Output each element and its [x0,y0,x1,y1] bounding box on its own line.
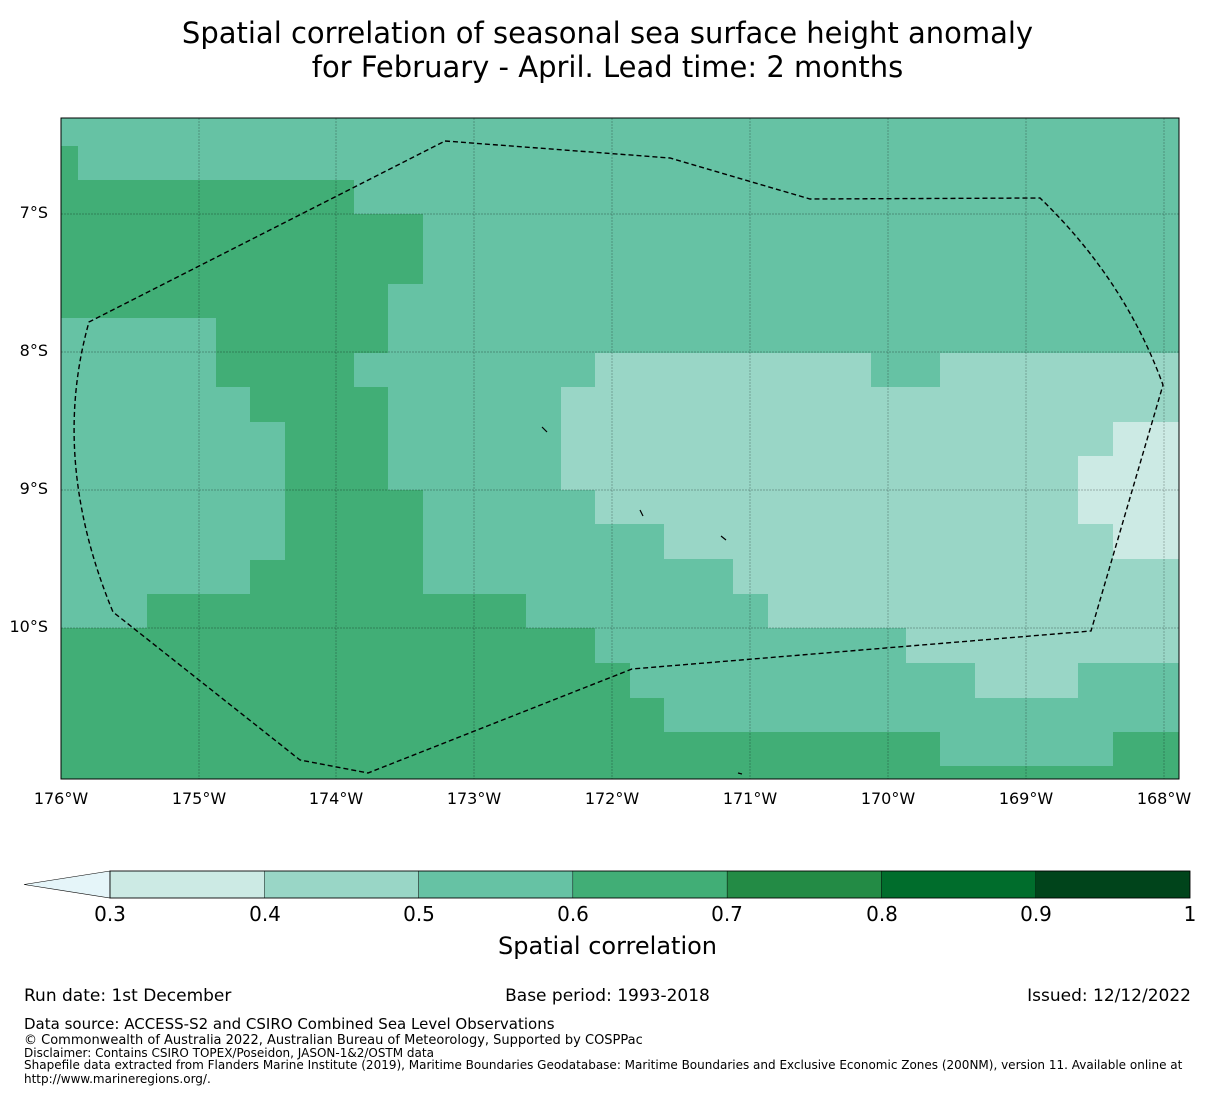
grid-cell-2 [61,214,423,284]
lon-label-171w: 171°W [722,789,778,808]
lon-label-176w: 176°W [33,789,89,808]
grid-cell-14 [664,732,940,779]
grid-cell-4 [216,318,388,353]
islands [541,426,743,775]
grid-cell-3 [61,284,388,318]
colorbar-tick-0.7: 0.7 [711,902,743,926]
map-title-line-1: Spatial correlation of seasonal sea surf… [181,16,1034,50]
colorbar-segment-5 [881,870,1036,899]
grid-cell-25 [768,559,1179,628]
colorbar-tick-0.6: 0.6 [557,902,589,926]
lon-label-168w: 168°W [1136,789,1192,808]
grid-cell-12 [595,663,630,779]
island-swains [737,772,743,775]
graticule [61,118,1179,779]
lat-label-7s: 7°S [19,203,48,222]
colorbar-extend-arrow [23,870,111,899]
grid-cell-19 [561,387,1113,490]
grid-cell-16 [1113,732,1179,779]
eez-boundary [73,140,1164,774]
map-frame [60,117,1180,780]
shapefile-url: http://www.marineregions.org/. [24,1072,211,1086]
grid-cell-5 [216,353,354,387]
colorbar-tick-0.4: 0.4 [249,902,281,926]
correlation-grid [61,118,1179,779]
colorbar-segment-1 [264,870,419,899]
grid-cell-22 [595,490,1078,524]
grid-cell-29 [1078,456,1113,524]
grid-cell-24 [733,559,768,594]
colorbar-tick-0.8: 0.8 [866,902,898,926]
grid-cell-15 [940,766,1113,779]
lat-label-9s: 9°S [19,479,48,498]
base-period: Base period: 1993-2018 [505,986,710,1006]
colorbar-segment-4 [726,870,882,899]
colorbar-segment-3 [572,870,728,899]
colorbar-segment-2 [418,870,574,899]
colorbar-label: Spatial correlation [497,932,718,960]
grid-cell-21 [1078,422,1113,456]
lon-label-169w: 169°W [998,789,1054,808]
grid-cell-23 [664,524,1113,559]
colorbar [23,870,1191,899]
colorbar-tick-0.5: 0.5 [403,902,435,926]
grid-cell-17 [595,353,871,387]
lat-label-10s: 10°S [9,617,48,636]
island-fakaofo [541,426,548,433]
run-date: Run date: 1st December [24,986,232,1006]
disclaimer: Disclaimer: Contains CSIRO TOPEX/Poseido… [24,1046,434,1060]
grid-cell-26 [906,628,1179,663]
lon-label-175w: 175°W [171,789,227,808]
issued-date: Issued: 12/12/2022 [1027,986,1191,1006]
island-nukunonu [639,509,644,517]
colorbar-segment-0 [109,870,265,899]
grid-cell-6 [250,387,388,422]
grid-cell-18 [940,353,1179,387]
colorbar-tick-0.9: 0.9 [1020,902,1052,926]
colorbar-frame [109,870,1191,899]
grid-cell-13 [630,698,664,779]
grid-cell-20 [1113,387,1179,422]
grid-cell-27 [975,663,1078,698]
lon-label-173w: 173°W [446,789,502,808]
copyright: © Commonwealth of Australia 2022, Austra… [24,1033,643,1048]
grid-cell-0 [61,146,78,180]
island-atafu [720,535,727,541]
lon-label-174w: 174°W [308,789,364,808]
grid-cell-10 [147,594,526,628]
lon-label-170w: 170°W [860,789,916,808]
lon-label-172w: 172°W [584,789,640,808]
grid-cell-28 [1113,422,1179,559]
lat-label-8s: 8°S [19,341,48,360]
grid-cell-8 [285,490,423,560]
data-source: Data source: ACCESS-S2 and CSIRO Combine… [24,1015,555,1033]
grid-cell-1 [61,180,354,214]
grid-cell-9 [250,560,423,594]
colorbar-tick-0.3: 0.3 [94,902,126,926]
grid-cell-11 [61,628,595,779]
map-title-line-2: for February - April. Lead time: 2 month… [311,50,904,84]
colorbar-tick-1: 1 [1183,902,1197,926]
grid-cell-7 [285,422,388,490]
colorbar-segment-6 [1035,870,1191,899]
shapefile-credit: Shapefile data extracted from Flanders M… [24,1058,1183,1072]
